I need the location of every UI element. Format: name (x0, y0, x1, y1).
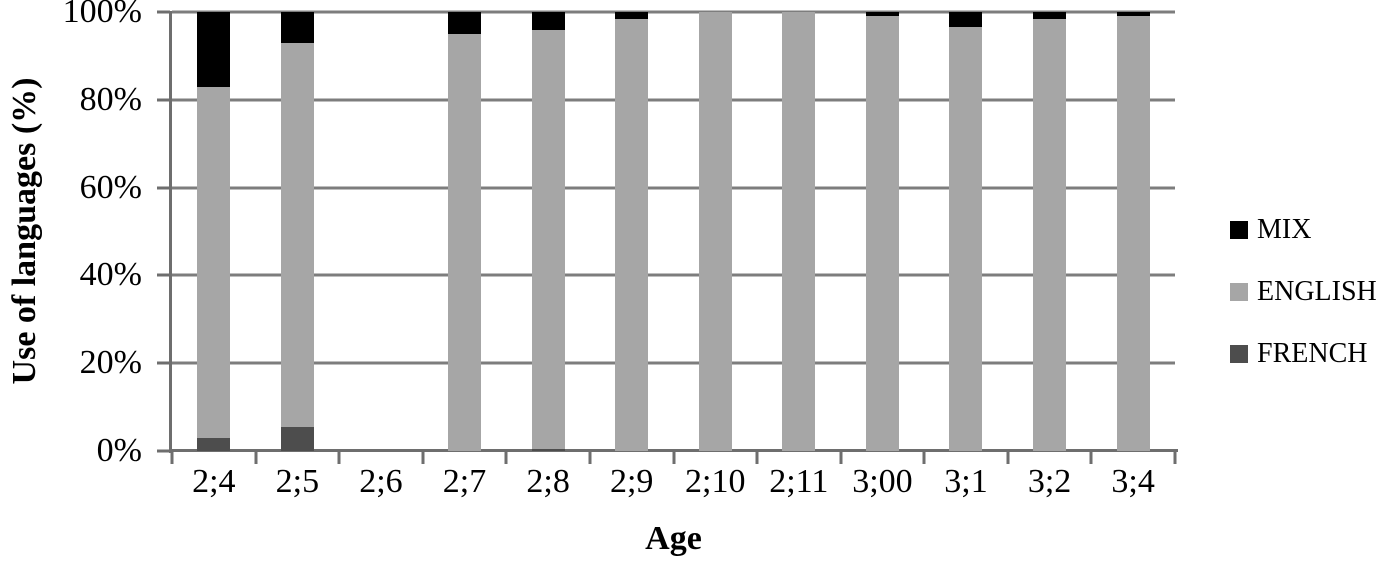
x-axis-line (169, 449, 1178, 452)
legend-swatch-mix-icon (1230, 220, 1248, 239)
y-axis-tick-mark (157, 449, 170, 453)
x-axis-tick-label: 2;4 (192, 463, 236, 500)
y-axis-tick-label: 40% (79, 256, 142, 294)
y-axis-tick-labels: 100% 80% 60% 40% 20% 0% (0, 0, 142, 468)
gridline (172, 186, 1175, 190)
segment-mix (949, 12, 983, 28)
y-axis-line (169, 11, 172, 453)
legend-label: MIX (1257, 213, 1312, 245)
bar-2;10 (673, 12, 757, 451)
segment-french (197, 437, 231, 451)
y-axis-tick-label: 60% (79, 168, 142, 206)
x-axis-tick-label: 2;8 (526, 463, 570, 500)
segment-english (531, 29, 565, 449)
x-axis-tick-label: 2;5 (275, 463, 320, 500)
y-axis-tick-mark (157, 273, 170, 277)
x-axis-tick-mark (672, 451, 675, 464)
legend: MIX ENGLISH FRENCH (1230, 211, 1377, 372)
legend-swatch-french-icon (1230, 344, 1248, 363)
segment-mix (1116, 12, 1150, 17)
segment-mix (448, 12, 482, 34)
segment-english (615, 18, 649, 451)
x-axis-tick-label: 2;6 (359, 463, 403, 500)
segment-english (949, 27, 983, 451)
y-axis-tick-label: 100% (62, 0, 142, 30)
bar-2;9 (590, 12, 674, 451)
bar-2;4 (172, 12, 256, 451)
legend-label: FRENCH (1257, 337, 1368, 369)
segment-english (698, 12, 732, 451)
legend-item-french: FRENCH (1230, 335, 1377, 372)
x-axis-tick-mark (922, 451, 926, 464)
segment-mix (197, 12, 231, 87)
y-axis-tick-label: 20% (79, 344, 142, 382)
x-axis-title: Age (645, 520, 702, 557)
segment-english (280, 42, 314, 427)
bar-2;8 (506, 12, 590, 451)
x-axis-tick-label: 3;4 (1111, 463, 1155, 500)
segment-mix (1033, 12, 1067, 19)
gridline (172, 361, 1175, 365)
y-axis-tick-mark (157, 361, 170, 365)
y-axis-tick-mark (157, 98, 170, 102)
x-axis-tick-mark (254, 451, 258, 464)
segment-english (448, 33, 482, 451)
legend-item-english: ENGLISH (1230, 273, 1377, 310)
y-axis-tick-mark (157, 186, 170, 190)
x-axis-tick-labels: 2;4 2;5 2;6 2;7 2;8 2;9 2;10 2;11 3;00 3;1 3;2 3;4 (172, 461, 1175, 504)
segment-mix (531, 12, 565, 30)
x-axis-tick-mark (839, 451, 843, 464)
segment-french (531, 448, 565, 451)
x-axis-tick-label: 2;9 (609, 463, 654, 500)
bar-2;11 (757, 12, 841, 451)
bar-3;00 (841, 12, 925, 451)
bar-2;7 (423, 12, 507, 451)
bar-3;4 (1091, 12, 1175, 451)
gridline (172, 98, 1175, 102)
x-axis-tick-label: 3;2 (1027, 463, 1072, 500)
x-axis-tick-mark (421, 451, 425, 464)
x-axis-tick-mark (1173, 451, 1177, 464)
legend-item-mix: MIX (1230, 211, 1377, 248)
x-axis-tick-mark (1006, 451, 1010, 464)
segment-english (865, 16, 899, 451)
segment-english (1033, 18, 1067, 451)
bars-layer (172, 12, 1175, 451)
legend-swatch-english-icon (1230, 282, 1248, 301)
gridline (172, 273, 1175, 277)
y-axis-tick-mark (157, 10, 170, 14)
legend-label: ENGLISH (1257, 275, 1377, 307)
gridline (172, 10, 1175, 14)
segment-english (197, 86, 231, 438)
bar-3;1 (924, 12, 1008, 451)
bar-2;6 (339, 12, 423, 451)
x-axis-tick-mark (588, 451, 592, 464)
segment-mix (280, 12, 314, 43)
x-axis-tick-label: 3;1 (944, 463, 988, 500)
bar-2;5 (256, 12, 340, 451)
y-axis-tick-label: 0% (96, 432, 142, 469)
bar-3;2 (1008, 12, 1092, 451)
x-axis-tick-mark (337, 451, 341, 464)
x-axis-tick-label: 2;7 (442, 463, 487, 500)
x-axis-tick-mark (755, 451, 759, 464)
segment-english (1116, 16, 1150, 451)
x-axis-tick-label: 2;10 (685, 463, 746, 500)
segment-mix (615, 12, 649, 19)
y-axis-tick-label: 80% (79, 80, 142, 118)
x-axis-tick-mark (504, 451, 508, 464)
plot-area (157, 10, 1178, 464)
segment-french (280, 426, 314, 451)
x-axis-tick-mark (1089, 451, 1093, 464)
gridlines-layer (157, 10, 1177, 464)
segment-english (782, 12, 816, 451)
x-axis-tick-label: 3;00 (852, 463, 913, 500)
x-axis-tick-mark (170, 451, 174, 464)
segment-mix (865, 12, 899, 17)
x-axis-tick-label: 2;11 (769, 463, 829, 500)
